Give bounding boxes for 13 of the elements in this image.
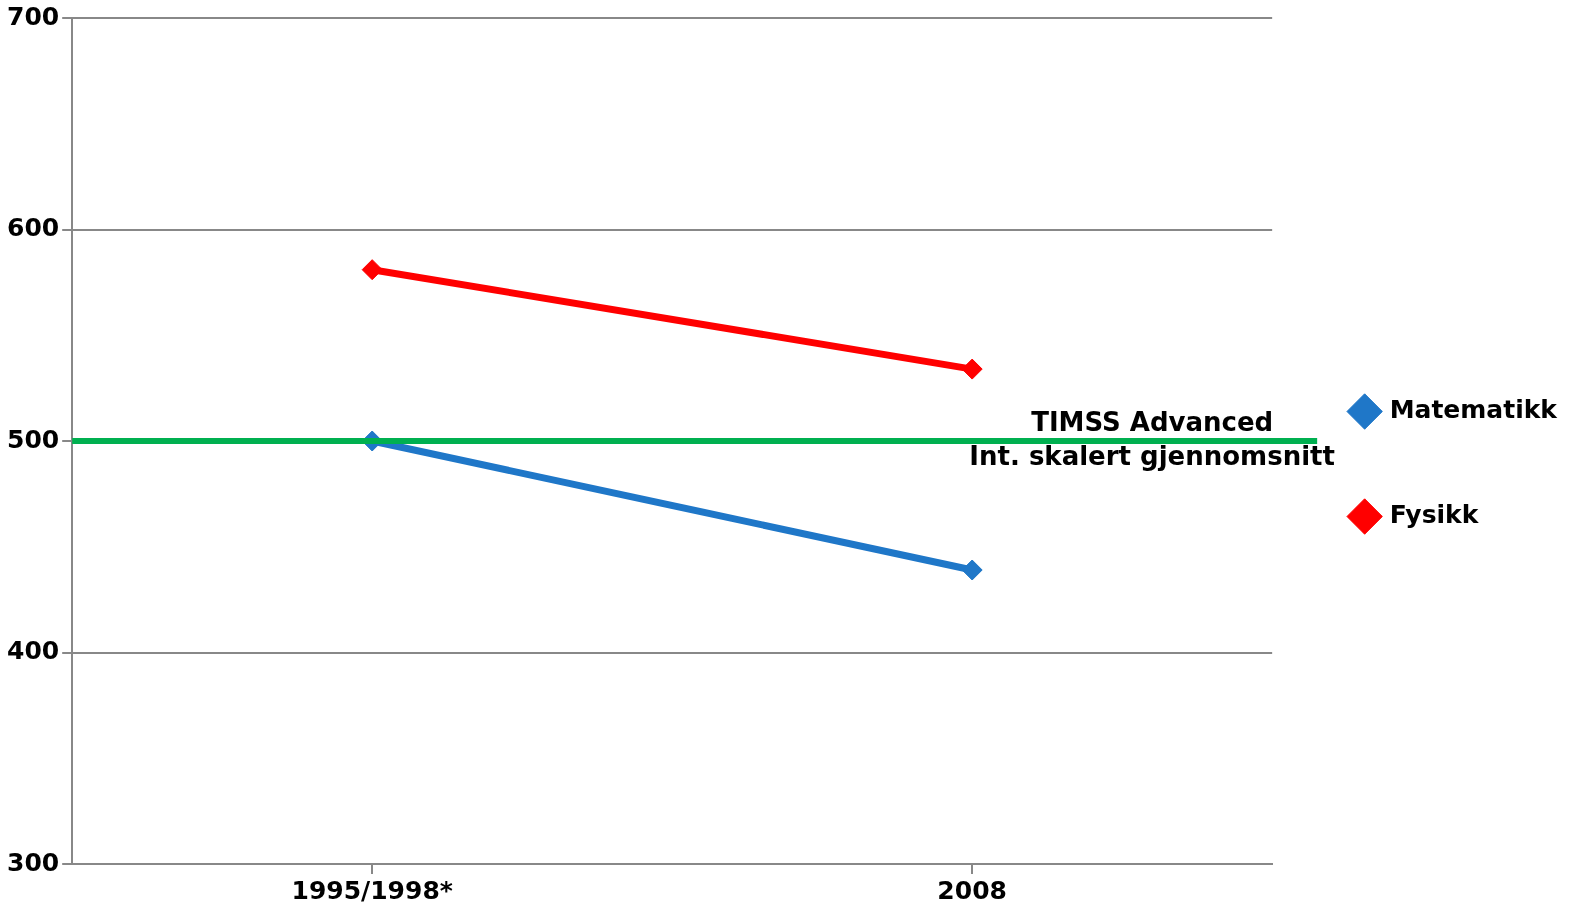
ref-line-label: TIMSS Advanced Int. skalert gjennomsnitt [969,406,1335,471]
point [961,358,983,380]
point [961,559,983,581]
y-tick-label: 600 [7,213,60,242]
legend-label: Matematikk [1389,395,1559,424]
legend-label: Fysikk [1389,500,1480,529]
y-tick-label: 400 [7,636,60,665]
point [361,259,383,281]
y-tick-label: 300 [7,847,60,877]
x-tick-label: 2008 [937,875,1007,905]
y-tick-label: 700 [7,1,60,31]
y-tick-label: 500 [7,424,60,454]
x-tick-label: 1995/1998* [291,875,453,905]
